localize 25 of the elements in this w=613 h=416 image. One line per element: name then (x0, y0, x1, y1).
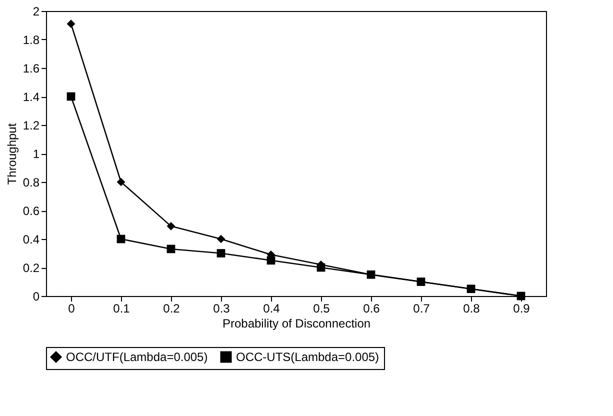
y-tick-label: 1.8 (22, 33, 40, 47)
x-tick-label: 0.3 (213, 302, 230, 316)
x-tick-label: 0.5 (313, 302, 330, 316)
x-tick-label: 0.1 (113, 302, 130, 316)
legend-label: OCC-UTS(Lambda=0.005) (236, 350, 380, 364)
x-tick-label: 0.7 (413, 302, 430, 316)
y-tick-label: 0.2 (22, 261, 40, 275)
x-axis-title: Probability of Disconnection (222, 316, 371, 330)
x-tick-label: 0 (68, 302, 76, 316)
y-tick-label: 1.2 (22, 118, 40, 132)
y-tick-label: 1.4 (22, 90, 40, 104)
y-tick-label: 0.4 (22, 232, 40, 246)
y-tick-label: 0.6 (22, 204, 40, 218)
x-tick-label: 0.8 (463, 302, 480, 316)
x-tick-label: 0.2 (163, 302, 180, 316)
legend-label: OCC/UTF(Lambda=0.005) (66, 350, 208, 364)
y-tick-label: 2 (32, 4, 40, 18)
x-tick-label: 0.9 (513, 302, 530, 316)
y-tick-label: 0 (32, 290, 40, 304)
y-tick-label: 1.6 (22, 62, 40, 76)
x-tick-label: 0.4 (263, 302, 280, 316)
y-tick-label: 0.8 (22, 176, 40, 190)
y-axis-title: Throughput (4, 122, 19, 185)
x-tick-label: 0.6 (363, 302, 380, 316)
y-tick-label: 1 (32, 147, 40, 161)
